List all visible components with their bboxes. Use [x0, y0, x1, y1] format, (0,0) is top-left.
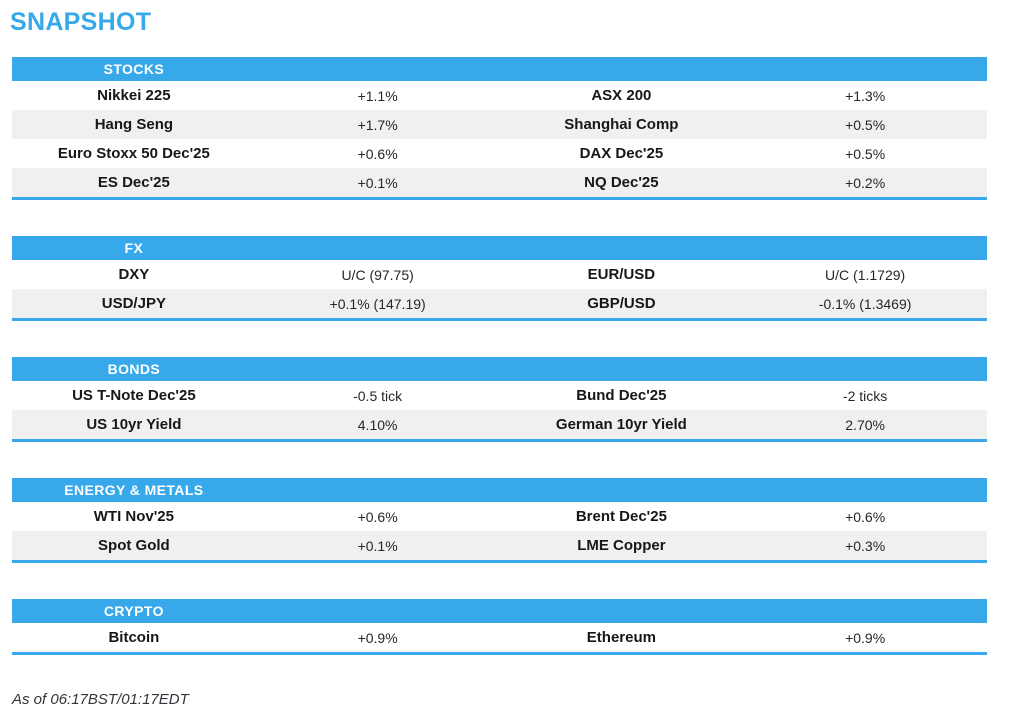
table-row: DXY U/C (97.75) EUR/USD U/C (1.1729)	[12, 260, 987, 289]
instrument-value: +0.5%	[845, 145, 886, 162]
table-header-bar: BONDS	[12, 357, 987, 381]
table-header-label: ENERGY & METALS	[64, 482, 204, 498]
instrument-value: +0.5%	[845, 116, 886, 133]
instrument-value: +0.1%	[357, 537, 398, 554]
instrument-name: Hang Seng	[94, 116, 174, 133]
instrument-value: 2.70%	[845, 416, 885, 433]
instrument-name: Nikkei 225	[97, 87, 171, 104]
timestamp-note: As of 06:17BST/01:17EDT	[12, 691, 189, 708]
market-table-energy-metals: ENERGY & METALS WTI Nov'25 +0.6% Brent Dec'…	[12, 478, 987, 563]
instrument-value: +0.6%	[845, 508, 886, 525]
market-table-fx: FX DXY U/C (97.75) EUR/USD U/C (1.1729) USD/J…	[12, 236, 987, 321]
table-row: ES Dec'25 +0.1% NQ Dec'25 +0.2%	[12, 168, 987, 197]
table-row: Hang Seng +1.7% Shanghai Comp +0.5%	[12, 110, 987, 139]
instrument-name: Shanghai Comp	[564, 116, 679, 133]
table-row: US T-Note Dec'25 -0.5 tick Bund Dec'25 -2 t…	[12, 381, 987, 410]
instrument-value: +0.1%	[357, 174, 398, 191]
instrument-value: +0.3%	[845, 537, 886, 554]
instrument-name: Brent Dec'25	[575, 508, 667, 525]
instrument-name: ES Dec'25	[97, 174, 170, 191]
table-header-bar: FX	[12, 236, 987, 260]
instrument-name: USD/JPY	[101, 295, 166, 312]
instrument-value: +1.1%	[357, 87, 398, 104]
instrument-value: 4.10%	[357, 416, 398, 433]
instrument-value: -0.1% (1.3469)	[818, 295, 912, 312]
table-row: Spot Gold +0.1% LME Copper +0.3%	[12, 531, 987, 560]
instrument-name: Bitcoin	[108, 629, 160, 646]
instrument-name: Spot Gold	[98, 537, 170, 554]
instrument-value: +0.9%	[845, 629, 886, 646]
instrument-name: ASX 200	[591, 87, 652, 104]
table-header-label: BONDS	[107, 361, 161, 377]
instrument-value: +0.2%	[845, 174, 886, 191]
table-header-label: FX	[124, 240, 144, 256]
instrument-value: U/C (1.1729)	[825, 266, 906, 283]
instrument-value: +0.1% (147.19)	[329, 295, 426, 312]
table-row: Euro Stoxx 50 Dec'25 +0.6% DAX Dec'25 +0.5%	[12, 139, 987, 168]
table-header-bar: CRYPTO	[12, 599, 987, 623]
instrument-value: -0.5 tick	[353, 387, 403, 404]
instrument-name: LME Copper	[577, 537, 666, 554]
table-header-bar: ENERGY & METALS	[12, 478, 987, 502]
instrument-name: Bund Dec'25	[576, 387, 667, 404]
instrument-value: +0.6%	[357, 508, 398, 525]
page-title: SNAPSHOT	[10, 8, 152, 36]
instrument-value: +1.3%	[845, 87, 886, 104]
instrument-name: DAX Dec'25	[579, 145, 664, 162]
instrument-value: U/C (97.75)	[341, 266, 414, 283]
instrument-name: US 10yr Yield	[86, 416, 182, 433]
table-header-label: CRYPTO	[103, 603, 164, 619]
instrument-name: NQ Dec'25	[584, 174, 659, 191]
instrument-name: German 10yr Yield	[555, 416, 687, 433]
instrument-name: WTI Nov'25	[93, 508, 174, 525]
table-header-bar: STOCKS	[12, 57, 987, 81]
snapshot-tables: STOCKS Nikkei 225 +1.1% ASX 200 +1.3% Hang Se…	[0, 57, 1015, 655]
table-row: US 10yr Yield 4.10% German 10yr Yield 2.70%	[12, 410, 987, 439]
table-row: USD/JPY +0.1% (147.19) GBP/USD -0.1% (1.346…	[12, 289, 987, 318]
market-table-bonds: BONDS US T-Note Dec'25 -0.5 tick Bund Dec'2…	[12, 357, 987, 442]
table-row: WTI Nov'25 +0.6% Brent Dec'25 +0.6%	[12, 502, 987, 531]
instrument-value: +1.7%	[357, 116, 398, 133]
table-row: Nikkei 225 +1.1% ASX 200 +1.3%	[12, 81, 987, 110]
instrument-name: Euro Stoxx 50 Dec'25	[57, 145, 210, 162]
instrument-name: Ethereum	[586, 629, 656, 646]
instrument-value: +0.6%	[357, 145, 398, 162]
market-table-stocks: STOCKS Nikkei 225 +1.1% ASX 200 +1.3% Hang Se…	[12, 57, 987, 200]
instrument-value: -2 ticks	[842, 387, 888, 404]
instrument-name: DXY	[118, 266, 150, 283]
table-header-label: STOCKS	[103, 61, 165, 77]
market-table-crypto: CRYPTO Bitcoin +0.9% Ethereum +0.9%	[12, 599, 987, 655]
instrument-name: GBP/USD	[587, 295, 656, 312]
instrument-name: US T-Note Dec'25	[72, 387, 196, 404]
instrument-name: EUR/USD	[587, 266, 656, 283]
table-row: Bitcoin +0.9% Ethereum +0.9%	[12, 623, 987, 652]
instrument-value: +0.9%	[357, 629, 398, 646]
